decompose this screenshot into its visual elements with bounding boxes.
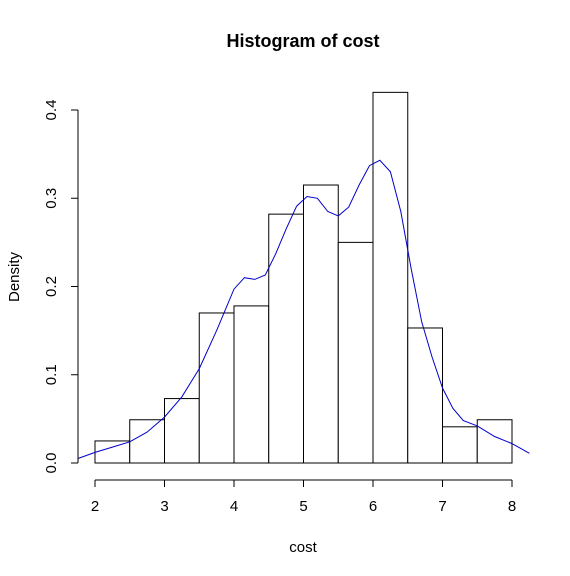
histogram-bar-4: [233, 305, 270, 464]
y-tick-label: 0.1: [43, 364, 60, 385]
histogram-bar-10: [442, 426, 478, 464]
x-axis-label: cost: [289, 539, 317, 556]
density-curve: [77, 159, 530, 460]
histogram-bar-9: [407, 327, 443, 464]
histogram-bar-7: [337, 241, 374, 464]
histogram-bar-3: [198, 312, 235, 464]
histogram-bars: [94, 91, 513, 464]
x-tick-label: 5: [299, 498, 307, 515]
y-tick-label: 0.4: [43, 100, 60, 121]
y-tick-label: 0.2: [43, 276, 60, 297]
x-tick-label: 7: [438, 498, 446, 515]
x-tick-label: 4: [230, 498, 238, 515]
histogram-bar-6: [303, 184, 339, 464]
y-axis-label: Density: [6, 251, 23, 302]
x-tick-label: 2: [91, 498, 99, 515]
histogram-bar-1: [129, 419, 165, 464]
y-tick-label: 0.3: [43, 188, 60, 209]
chart-title: Histogram of cost: [226, 31, 379, 51]
y-tick-label: 0.0: [43, 453, 60, 474]
histogram-bar-8: [372, 91, 409, 464]
x-axis: 2 3 4 5 6 7 8: [91, 479, 516, 515]
histogram-bar-2: [164, 398, 200, 464]
y-axis: 0.0 0.1 0.2 0.3 0.4: [43, 100, 79, 474]
x-tick-label: 8: [508, 498, 516, 515]
histogram-bar-0: [94, 440, 131, 464]
x-tick-label: 6: [369, 498, 377, 515]
x-tick-label: 3: [160, 498, 168, 515]
histogram-bar-5: [268, 213, 304, 464]
